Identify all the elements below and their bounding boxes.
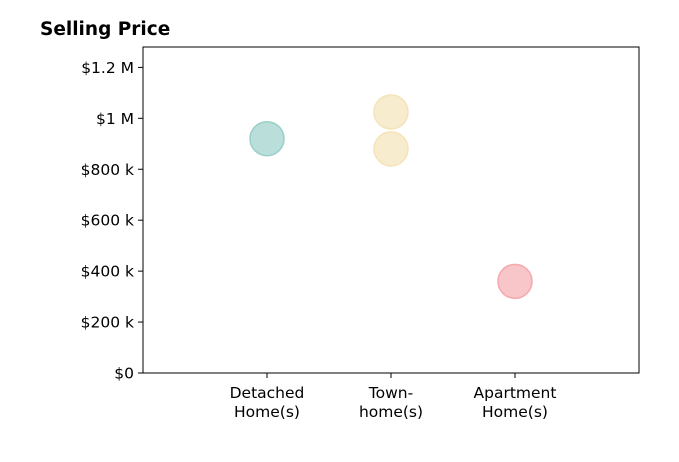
data-point-1 <box>373 94 409 130</box>
chart-title: Selling Price <box>40 19 170 40</box>
data-point-2 <box>373 131 409 167</box>
y-axis: $0 $200 k $400 k $600 k $800 k $1 M $1.2 M <box>81 59 143 383</box>
y-tick-label-3: $600 k <box>81 212 134 230</box>
points-layer <box>249 94 533 300</box>
data-point-0 <box>249 120 285 157</box>
y-tick-label-0: $0 <box>114 365 134 383</box>
y-tick-label-6: $1.2 M <box>81 59 134 77</box>
x-tick-label-1: Town-home(s) <box>359 384 423 421</box>
y-tick-label-4: $800 k <box>81 161 134 179</box>
y-tick-label-1: $200 k <box>81 314 134 332</box>
x-tick-label-2: Apartment Home(s) <box>474 384 557 421</box>
x-axis: Detached Home(s) Town-home(s) Apartment Home… <box>230 373 557 421</box>
data-point-3 <box>497 263 533 300</box>
y-tick-label-5: $1 M <box>96 110 134 128</box>
x-tick-label-0: Detached Home(s) <box>230 384 305 421</box>
y-tick-label-2: $400 k <box>81 263 134 281</box>
